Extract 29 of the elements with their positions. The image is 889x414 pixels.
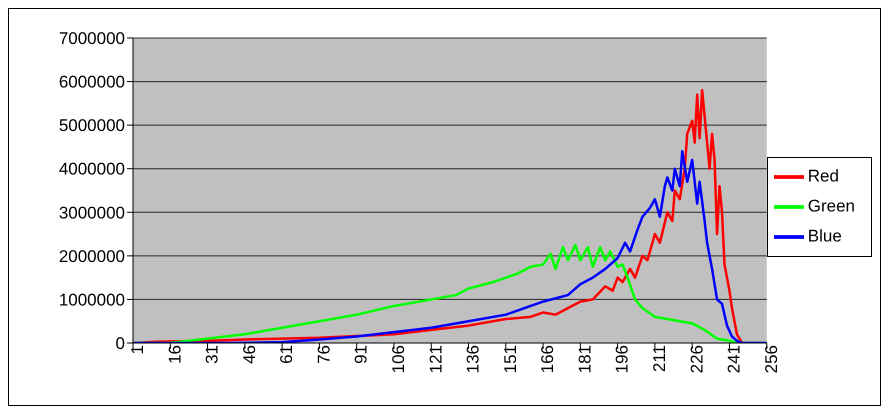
legend-label: Blue [808,226,842,246]
y-tick-label: 6000000 [58,72,125,92]
y-tick-label: 7000000 [58,29,125,48]
x-tick-label: 196 [612,345,632,374]
x-tick-label: 166 [538,345,558,374]
x-tick-label: 181 [575,345,594,374]
x-tick-label: 121 [426,345,446,374]
x-tick-label: 106 [389,345,408,374]
x-tick-label: 241 [724,345,744,374]
x-tick-label: 226 [687,345,706,374]
x-tick-label: 31 [202,345,222,364]
y-tick-label: 0 [116,334,125,354]
x-tick-label: 61 [277,345,296,364]
x-tick-label: 76 [314,345,334,364]
y-tick-label: 5000000 [58,116,125,136]
x-tick-label: 151 [500,345,520,374]
legend-label: Red [808,166,839,186]
x-tick-label: 136 [464,345,483,374]
y-tick-label: 4000000 [58,160,125,179]
y-tick-label: 3000000 [58,203,125,222]
x-tick-label: 1 [128,345,148,354]
x-tick-label: 46 [240,345,259,364]
x-tick-label: 256 [762,345,781,374]
y-tick-label: 2000000 [58,246,125,266]
x-tick-label: 16 [165,345,184,364]
legend-label: Green [808,196,855,216]
x-tick-label: 211 [650,345,669,372]
x-tick-label: 91 [352,345,371,364]
y-tick-label: 1000000 [58,290,125,310]
